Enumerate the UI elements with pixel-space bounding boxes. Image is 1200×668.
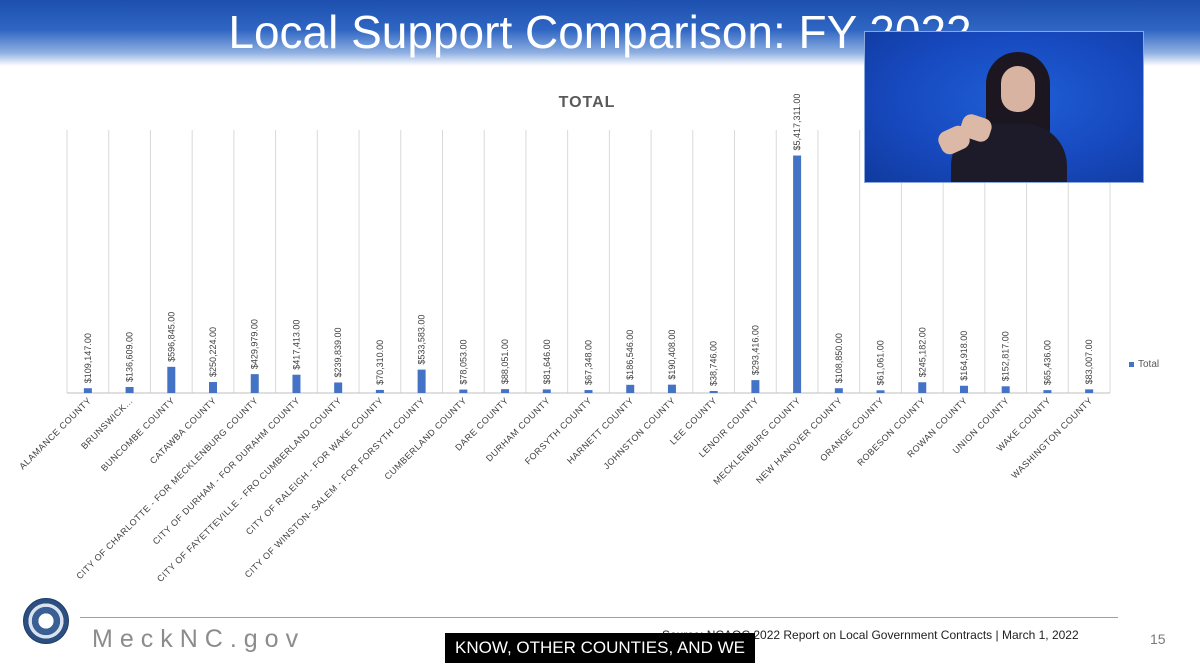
interpreter-face xyxy=(1001,66,1035,112)
data-label: $83,007.00 xyxy=(1084,339,1094,384)
source-note: Source: NCAOC 2022 Report on Local Gover… xyxy=(662,628,1079,642)
bar xyxy=(751,380,760,393)
bar xyxy=(83,388,92,393)
legend-swatch xyxy=(1129,361,1134,367)
bar xyxy=(167,366,176,393)
data-label: $164,918.00 xyxy=(959,331,969,381)
data-label: $239,839.00 xyxy=(333,327,343,377)
data-label: $88,051.00 xyxy=(500,339,510,384)
category-label: NEW HANOVER COUNTY xyxy=(754,395,844,485)
data-label: $70,310.00 xyxy=(375,340,385,385)
data-label: $65,436.00 xyxy=(1042,340,1052,385)
bar xyxy=(250,374,259,393)
chart-title: TOTAL xyxy=(558,94,616,111)
data-label: $186,546.00 xyxy=(625,330,635,380)
data-label: $136,609.00 xyxy=(125,332,135,382)
category-label: BUNCOMBE COUNTY xyxy=(99,395,177,473)
bar xyxy=(918,382,927,393)
bar xyxy=(793,155,802,393)
category-label: ALAMANCE COUNTY xyxy=(17,395,93,471)
bar xyxy=(667,384,676,393)
data-label: $533,583.00 xyxy=(417,315,427,365)
bar xyxy=(584,390,593,393)
brand-text: MeckNC.gov xyxy=(92,625,306,653)
bar xyxy=(1001,386,1010,393)
data-label: $429,979.00 xyxy=(250,319,260,369)
data-label: $245,182.00 xyxy=(917,327,927,377)
data-label: $190,408.00 xyxy=(667,330,677,380)
bar xyxy=(209,382,218,393)
data-label: $81,646.00 xyxy=(542,339,552,384)
bar xyxy=(501,389,510,393)
data-label: $417,413.00 xyxy=(291,320,301,370)
bar xyxy=(876,390,885,393)
data-label: $38,746.00 xyxy=(709,341,719,386)
page-number: 15 xyxy=(1150,631,1166,647)
bar xyxy=(1085,389,1094,393)
data-label: $108,850.00 xyxy=(834,333,844,383)
sign-language-interpreter-video xyxy=(864,31,1144,183)
bar xyxy=(459,389,468,393)
data-label: $61,061.00 xyxy=(876,340,886,385)
slide-title: Local Support Comparison: FY 2022 xyxy=(228,6,972,58)
bar xyxy=(292,374,301,393)
footer-divider xyxy=(80,617,1118,618)
data-label: $596,845.00 xyxy=(166,312,176,362)
bar xyxy=(834,388,843,393)
bar xyxy=(334,382,343,393)
legend-label: Total xyxy=(1138,359,1160,370)
bar xyxy=(542,389,551,393)
data-label: $152,817.00 xyxy=(1001,331,1011,381)
bar xyxy=(709,391,718,393)
category-label: JOHNSTON COUNTY xyxy=(601,395,677,471)
bar xyxy=(626,384,635,393)
category-label: MECKLENBURG COUNTY xyxy=(711,395,802,486)
chart-legend: Total xyxy=(1129,359,1159,370)
data-label: $78,053.00 xyxy=(458,340,468,385)
category-label: CITY OF DURHAM - FOR DURAHM COUNTY xyxy=(151,395,302,546)
bar xyxy=(375,389,384,393)
data-label: $293,416.00 xyxy=(750,325,760,375)
data-label: $109,147.00 xyxy=(83,333,93,383)
category-label: ROBESON COUNTY xyxy=(855,395,927,467)
data-label: $5,417,311.00 xyxy=(792,94,802,151)
bar xyxy=(959,385,968,393)
category-label: WASHINGTON COUNTY xyxy=(1009,395,1094,480)
bar xyxy=(1043,390,1052,393)
category-label: CUMBERLAND COUNTY xyxy=(382,395,468,481)
closed-caption: KNOW, OTHER COUNTIES, AND WE xyxy=(445,633,755,663)
county-seal-icon xyxy=(23,598,69,644)
bar xyxy=(417,369,426,393)
data-label: $250,224.00 xyxy=(208,327,218,377)
bar xyxy=(125,387,134,393)
data-label: $67,348.00 xyxy=(584,340,594,385)
